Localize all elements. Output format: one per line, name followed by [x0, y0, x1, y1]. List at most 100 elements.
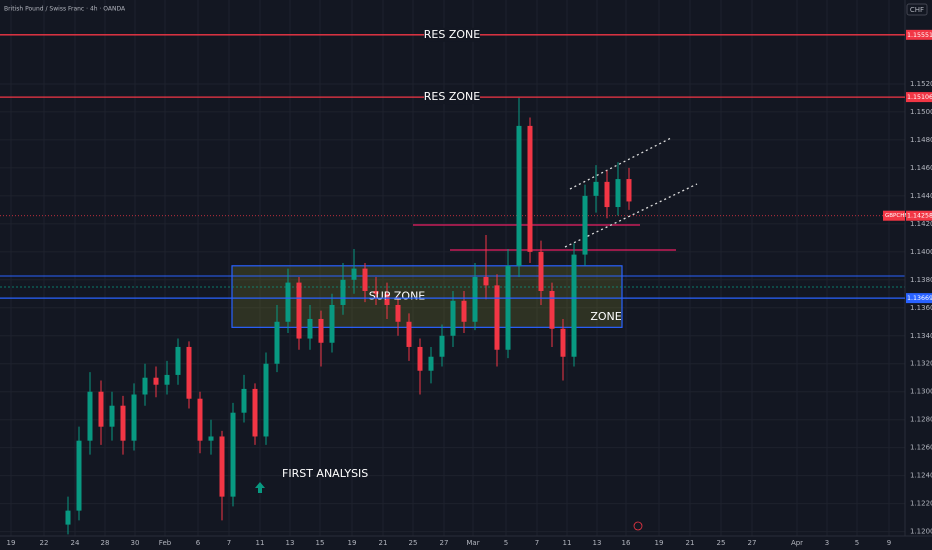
- last-price: 1.14258: [907, 213, 932, 220]
- candle-body: [406, 321, 412, 347]
- channel-line: [569, 137, 672, 190]
- candle-body: [362, 268, 368, 291]
- candle-body: [307, 318, 313, 339]
- candle-body: [98, 391, 104, 427]
- candle-body: [175, 346, 181, 375]
- candle-body: [76, 440, 82, 511]
- y-tick-label: 1.14600: [910, 164, 932, 172]
- x-tick-label: 9: [887, 539, 891, 547]
- y-tick-label: 1.12800: [910, 416, 932, 424]
- annotation: FIRST ANALYSIS: [282, 467, 368, 480]
- candle-body: [186, 346, 192, 399]
- x-tick-label: 6: [196, 539, 201, 547]
- price-tag: [906, 92, 932, 103]
- candle-body: [428, 356, 434, 371]
- candle-body: [164, 374, 170, 385]
- x-tick-label: 30: [131, 539, 140, 547]
- candle-body: [626, 179, 632, 202]
- candle-body: [571, 254, 577, 357]
- candle-body: [340, 279, 346, 305]
- candle-body: [516, 125, 522, 266]
- x-tick-label: 5: [855, 539, 859, 547]
- price-tag-label: 1.15551: [907, 32, 932, 39]
- candle-body: [505, 265, 511, 350]
- currency: CHF: [910, 6, 924, 14]
- price-axis: [905, 0, 932, 550]
- y-tick-label: 1.13200: [910, 360, 932, 368]
- candle-body: [87, 391, 93, 441]
- candle-body: [395, 304, 401, 322]
- candle-body: [384, 293, 390, 305]
- candle-body: [373, 290, 379, 294]
- price-tag-label: 1.13669: [907, 295, 932, 302]
- candle-body: [285, 282, 291, 322]
- candle-body: [318, 318, 324, 343]
- candle-body: [263, 363, 269, 437]
- level-label: RES ZONE: [424, 90, 480, 103]
- axes: 1.15200 1.15000 1.14800 1.14600 1.14400 1.142…: [7, 29, 932, 547]
- candle-body: [593, 181, 599, 196]
- x-tick-label: Feb: [159, 539, 172, 547]
- candle-body: [230, 412, 236, 497]
- candle-body: [538, 251, 544, 291]
- price-tag: [906, 293, 932, 304]
- zone-label: SUP ZONE: [369, 290, 426, 303]
- x-tick-label: 7: [535, 539, 539, 547]
- x-tick-label: 19: [7, 539, 16, 547]
- y-tick-label: 1.13600: [910, 304, 932, 312]
- candle-body: [241, 388, 247, 413]
- candle-body: [153, 377, 159, 385]
- price-tag: [906, 210, 932, 221]
- x-tick-label: 25: [717, 539, 726, 547]
- x-tick-label: 21: [379, 539, 388, 547]
- candle-body: [560, 328, 566, 357]
- y-tick-label: 1.15000: [910, 108, 932, 116]
- candle-body: [109, 405, 115, 427]
- x-tick-label: 15: [316, 539, 325, 547]
- x-tick-label: 27: [440, 539, 449, 547]
- arrow-up: [255, 482, 265, 493]
- y-tick-label: 1.13800: [910, 276, 932, 284]
- symbol-tag: [883, 210, 905, 221]
- y-tick-label: 1.12400: [910, 472, 932, 480]
- candle-body: [527, 125, 533, 252]
- chart-title: British Pound / Swiss Franc · 4h · OANDA: [4, 6, 126, 13]
- candle-body: [329, 304, 335, 343]
- x-tick-label: 11: [256, 539, 265, 547]
- y-tick-label: 1.13400: [910, 332, 932, 340]
- candle-body: [615, 179, 621, 208]
- candle-body: [549, 290, 555, 329]
- candle-body: [296, 282, 302, 339]
- candle-body: [582, 195, 588, 255]
- x-tick-label: 24: [71, 539, 80, 547]
- y-tick-label: 1.14000: [910, 248, 932, 256]
- candle-body: [461, 300, 467, 322]
- candle-body: [208, 436, 214, 441]
- x-tick-label: 25: [409, 539, 418, 547]
- x-tick-label: 22: [40, 539, 49, 547]
- x-tick-label: 5: [504, 539, 508, 547]
- x-tick-label: 27: [748, 539, 757, 547]
- y-tick-label: 1.14400: [910, 192, 932, 200]
- x-tick-label: Apr: [791, 539, 803, 547]
- candle-body: [439, 335, 445, 357]
- candle-body: [142, 377, 148, 395]
- event-icon: [633, 521, 643, 531]
- candle-body: [351, 268, 357, 280]
- x-tick-label: Mar: [466, 539, 479, 547]
- candle-body: [472, 276, 478, 322]
- y-tick-label: 1.15200: [910, 80, 932, 88]
- channel-line: [564, 183, 698, 248]
- candle-body: [604, 181, 610, 208]
- y-tick-label: 1.13000: [910, 388, 932, 396]
- level-label: RES ZONE: [424, 28, 480, 41]
- y-tick-label: 1.14800: [910, 136, 932, 144]
- candle-body: [483, 276, 489, 286]
- x-tick-label: 19: [348, 539, 357, 547]
- candle-body: [219, 436, 225, 497]
- candle-body: [120, 405, 126, 441]
- candle-body: [131, 394, 137, 441]
- price-tag: [906, 29, 932, 40]
- y-tick-label: 1.14200: [910, 220, 932, 228]
